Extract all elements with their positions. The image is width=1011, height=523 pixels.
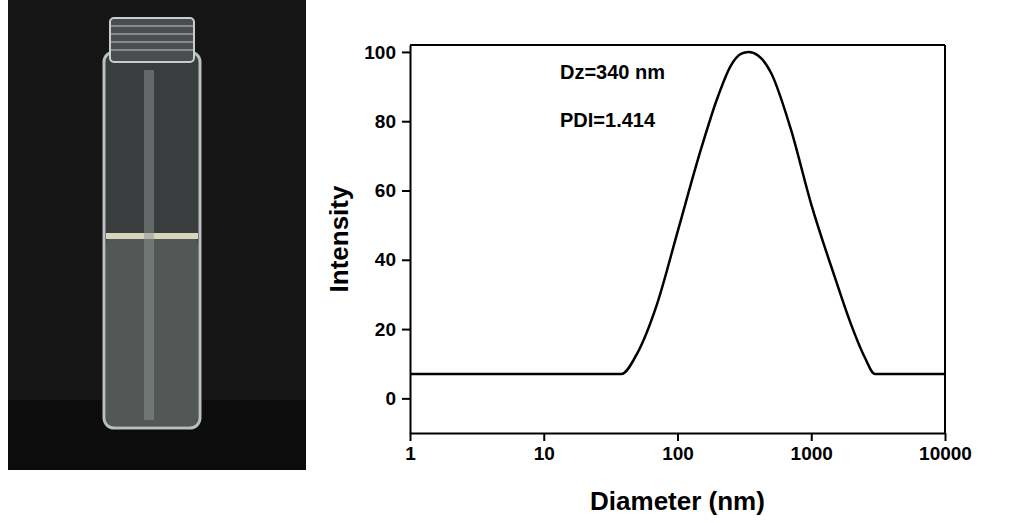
x-tick-mark [543,433,545,441]
frame-top [410,44,945,46]
x-tick-mark [410,433,412,441]
x-tick: 100 [662,433,694,464]
series-line [410,52,945,374]
x-tick-label: 1000 [791,443,833,464]
vial-body [104,52,200,428]
y-tick-mark [402,329,410,331]
y-tick-label: 100 [364,42,396,63]
vial-thread [111,49,193,51]
annotation: Dz=340 nm [560,61,665,83]
x-tick: 1000 [791,433,833,464]
x-tick-label: 1 [405,443,416,464]
x-tick-mark [945,433,947,441]
vial-thread [111,33,193,35]
x-tick-label: 100 [662,443,694,464]
x-tick-label: 10 [534,443,555,464]
y-tick-mark [402,259,410,261]
x-axis: 1 10 100 1000 10000 [405,433,972,464]
vial-neck [110,18,194,62]
y-tick: 40 [375,249,410,270]
x-tick: 10000 [919,433,972,464]
y-tick: 80 [375,111,410,132]
y-tick-label: 60 [375,180,396,201]
plot-area [410,52,945,374]
y-tick-label: 20 [375,319,396,340]
y-tick: 100 [364,42,410,63]
x-tick: 10 [534,433,555,464]
y-tick-mark [402,121,410,123]
x-axis-title: Diameter (nm) [590,486,765,516]
y-tick-label: 0 [385,388,396,409]
y-axis: 0 20 40 60 80 100 [364,42,410,434]
x-tick-mark [677,433,679,441]
y-tick: 60 [375,180,410,201]
x-tick: 1 [405,433,416,464]
y-tick-label: 80 [375,111,396,132]
photo-background [8,0,306,470]
y-tick-label: 40 [375,249,396,270]
vial-thread [111,41,193,43]
canvas: 1 10 100 1000 10000 0 20 40 60 80 100 Diameter (nm)… [0,0,1011,523]
annotation: PDI=1.414 [560,109,656,131]
y-tick: 0 [385,388,410,409]
x-tick-mark [811,433,813,441]
y-tick-mark [402,398,410,400]
y-tick: 20 [375,319,410,340]
x-tick-label: 10000 [919,443,972,464]
vial-highlight [144,70,154,420]
y-tick-mark [402,51,410,53]
photo [8,0,306,470]
vial-thread [111,25,193,27]
y-tick-mark [402,190,410,192]
y-axis-title: Intensity [324,185,354,292]
